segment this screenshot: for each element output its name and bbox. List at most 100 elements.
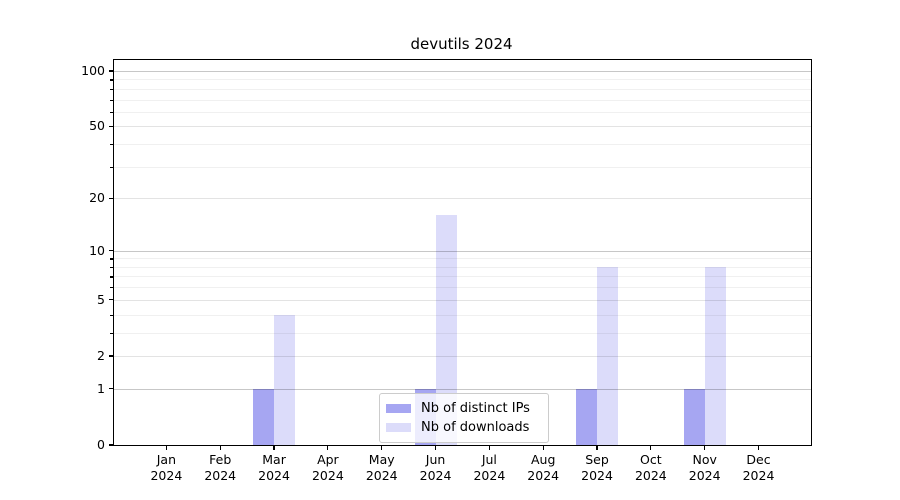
- x-tick: [165, 446, 167, 451]
- y-minor-tick: [110, 79, 113, 81]
- y-minor-tick: [110, 266, 113, 269]
- x-tick-year: 2024: [581, 467, 613, 483]
- x-tick: [381, 446, 383, 451]
- x-tick-label: Dec 2024: [727, 452, 791, 483]
- y-tick: [108, 388, 113, 390]
- minor-gridline: [114, 111, 811, 113]
- bar-mar-downloads: [274, 314, 296, 445]
- x-tick: [434, 446, 437, 451]
- bar-jun-downloads: [435, 215, 457, 445]
- y-minor-tick: [110, 287, 113, 289]
- x-tick-month: Jul: [481, 452, 497, 467]
- x-tick-year: 2024: [742, 467, 775, 483]
- legend-swatch: [386, 404, 411, 413]
- bar-nov-downloads: [704, 266, 726, 445]
- minor-gridline: [114, 88, 811, 90]
- major-gridline: [114, 126, 811, 128]
- legend-label: Nb of downloads: [421, 420, 530, 435]
- y-tick: [108, 250, 113, 252]
- x-tick: [219, 446, 221, 451]
- x-tick-label: Nov 2024: [673, 452, 737, 483]
- minor-gridline: [114, 79, 811, 81]
- legend-swatch: [386, 423, 411, 432]
- x-tick: [650, 446, 652, 451]
- y-tick: [108, 355, 113, 357]
- major-gridline: [114, 198, 811, 200]
- x-tick-year: 2024: [634, 467, 667, 483]
- x-tick-month: Oct: [640, 452, 662, 467]
- x-tick-label: Sep 2024: [565, 452, 629, 483]
- bar-nov-distinct-ips: [683, 388, 705, 445]
- x-tick-year: 2024: [258, 467, 290, 483]
- x-tick: [704, 446, 706, 451]
- y-tick-label: 0: [97, 437, 105, 452]
- x-tick-label: Jan 2024: [134, 452, 198, 483]
- y-tick-label: 1: [97, 380, 105, 396]
- minor-gridline: [114, 166, 811, 168]
- x-tick-year: 2024: [688, 467, 721, 483]
- x-tick-month: Apr: [317, 452, 339, 467]
- y-tick: [108, 70, 113, 72]
- y-tick-label: 50: [89, 118, 105, 134]
- x-tick-year: 2024: [473, 467, 506, 483]
- minor-gridline: [114, 99, 811, 101]
- legend-item: Nb of downloads: [386, 418, 540, 437]
- y-tick: [108, 125, 113, 127]
- x-tick-label: Oct 2024: [619, 452, 683, 483]
- x-tick: [757, 446, 760, 451]
- y-minor-tick: [110, 332, 113, 334]
- legend: Nb of distinct IPs Nb of downloads: [379, 393, 549, 443]
- x-tick: [327, 446, 329, 451]
- y-minor-tick: [110, 99, 113, 101]
- y-tick: [108, 299, 113, 301]
- legend-label: Nb of distinct IPs: [421, 401, 530, 416]
- x-tick-month: Feb: [209, 452, 232, 467]
- x-tick-year: 2024: [527, 467, 560, 483]
- x-tick-year: 2024: [204, 467, 237, 483]
- x-tick-label: Feb 2024: [188, 452, 252, 483]
- x-tick-month: Jun: [425, 452, 446, 467]
- x-tick-month: Aug: [530, 452, 556, 467]
- x-tick-label: May 2024: [350, 452, 414, 483]
- x-tick-year: 2024: [150, 467, 183, 483]
- x-tick-month: Jan: [156, 452, 177, 467]
- minor-gridline: [114, 258, 811, 260]
- x-tick-month: May: [368, 452, 395, 467]
- y-minor-tick: [110, 111, 113, 114]
- y-minor-tick: [110, 276, 113, 278]
- x-tick-label: Jul 2024: [457, 452, 521, 483]
- x-tick-month: Sep: [585, 452, 609, 467]
- major-gridline: [114, 71, 811, 72]
- x-tick-month: Nov: [692, 452, 717, 467]
- y-tick-label: 100: [81, 63, 105, 78]
- x-tick-month: Mar: [262, 452, 286, 467]
- y-tick: [108, 197, 113, 199]
- x-tick: [488, 446, 490, 451]
- x-tick-year: 2024: [365, 467, 398, 483]
- x-tick-label: Apr 2024: [296, 452, 360, 483]
- x-tick-year: 2024: [419, 467, 452, 483]
- bar-sep-distinct-ips: [576, 388, 598, 445]
- y-minor-tick: [110, 88, 113, 91]
- y-minor-tick: [110, 144, 113, 146]
- y-minor-tick: [110, 314, 113, 316]
- x-tick: [542, 446, 544, 451]
- y-tick-label: 2: [97, 347, 105, 363]
- x-tick: [596, 446, 598, 451]
- y-tick-label: 10: [89, 242, 105, 258]
- plot-area: 0 1 2 5 10 20 50 100 Jan 2024 Feb 2024 Mar 2024 Apr 202…: [81, 59, 812, 483]
- y-tick-label: 20: [89, 190, 105, 206]
- chart-title: devutils 2024: [410, 35, 513, 53]
- x-tick: [273, 446, 275, 451]
- minor-gridline: [114, 144, 811, 146]
- legend-item: Nb of distinct IPs: [386, 399, 540, 418]
- bar-sep-downloads: [597, 266, 619, 445]
- x-tick-label: Aug 2024: [511, 452, 575, 483]
- y-minor-tick: [110, 258, 113, 260]
- major-gridline: [114, 250, 811, 252]
- x-tick-year: 2024: [311, 467, 344, 483]
- x-tick-label: Jun 2024: [404, 452, 468, 483]
- y-minor-tick: [110, 166, 113, 168]
- x-tick-label: Mar 2024: [242, 452, 306, 483]
